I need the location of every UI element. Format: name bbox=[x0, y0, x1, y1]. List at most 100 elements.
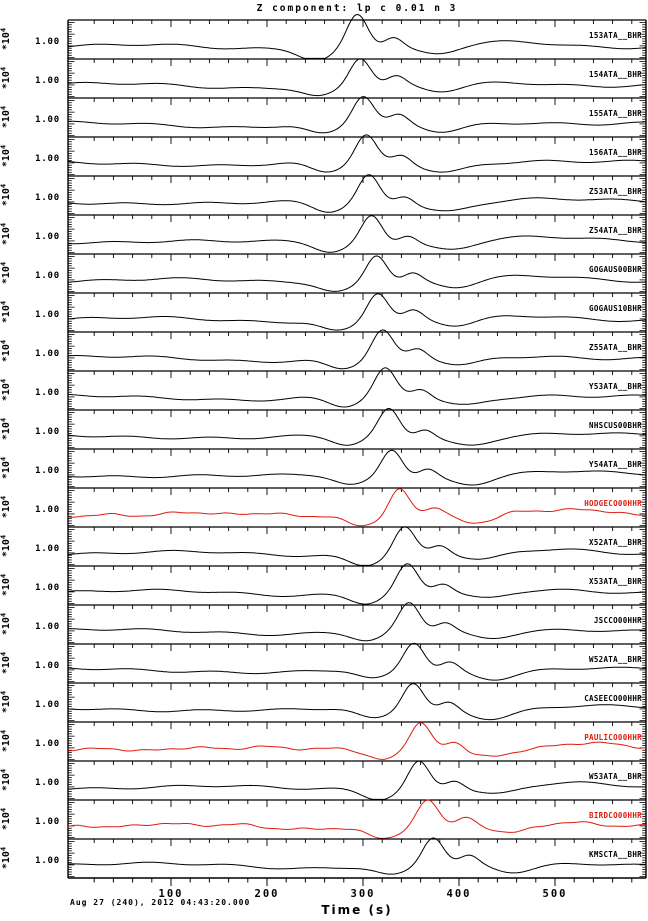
amplitude-label: 1.00 bbox=[35, 739, 60, 749]
x-axis-title: Time (s) bbox=[321, 903, 393, 917]
station-label: KMSCTA__BHR bbox=[589, 850, 642, 859]
x-tick-label: 100 bbox=[159, 888, 184, 900]
scale-mantissa: *10 bbox=[1, 851, 12, 869]
waveform-trace bbox=[67, 255, 646, 292]
trace-row: X52ATA__BHR 1.00 *104 bbox=[0, 526, 646, 566]
scale-mantissa: *10 bbox=[1, 773, 12, 791]
amplitude-label: 1.00 bbox=[35, 37, 60, 47]
scale-label: *104 bbox=[0, 808, 12, 830]
waveform-trace bbox=[67, 799, 646, 839]
scale-exponent: 4 bbox=[0, 691, 8, 695]
waveform-trace bbox=[67, 642, 646, 681]
station-label: GOGAUS00BHR bbox=[589, 265, 642, 274]
amplitude-label: 1.00 bbox=[35, 388, 60, 398]
scale-label: *104 bbox=[0, 730, 12, 752]
amplitude-label: 1.00 bbox=[35, 661, 60, 671]
amplitude-label: 1.00 bbox=[35, 505, 60, 515]
station-label: Z53ATA__BHR bbox=[589, 187, 642, 196]
scale-label: *104 bbox=[0, 418, 12, 440]
station-label: NHSCUS00BHR bbox=[589, 421, 642, 430]
amplitude-label: 1.00 bbox=[35, 310, 60, 320]
scale-mantissa: *10 bbox=[1, 71, 12, 89]
scale-exponent: 4 bbox=[0, 808, 8, 812]
station-label: PAULICO00HHR bbox=[584, 733, 642, 742]
trace-row: HODGECO00HHR 1.00 *104 bbox=[0, 487, 646, 527]
scale-label: *104 bbox=[0, 184, 12, 206]
waveform-trace bbox=[67, 449, 646, 486]
amplitude-label: 1.00 bbox=[35, 622, 60, 632]
scale-exponent: 4 bbox=[0, 496, 8, 500]
waveform-trace bbox=[67, 563, 646, 605]
station-label: X52ATA__BHR bbox=[589, 538, 642, 547]
amplitude-label: 1.00 bbox=[35, 154, 60, 164]
scale-label: *104 bbox=[0, 340, 12, 362]
scale-label: *104 bbox=[0, 652, 12, 674]
waveform-trace bbox=[67, 293, 646, 331]
scale-exponent: 4 bbox=[0, 340, 8, 344]
scale-label: *104 bbox=[0, 145, 12, 167]
reference-time-label: Aug 27 (240), 2012 04:43:20.000 bbox=[70, 898, 251, 907]
waveform-trace bbox=[68, 602, 646, 642]
scale-exponent: 4 bbox=[0, 28, 8, 32]
scale-label: *104 bbox=[0, 769, 12, 791]
scale-label: *104 bbox=[0, 28, 12, 50]
scale-exponent: 4 bbox=[0, 145, 8, 149]
scale-exponent: 4 bbox=[0, 769, 8, 773]
scale-label: *104 bbox=[0, 613, 12, 635]
x-tick-label: 200 bbox=[255, 888, 280, 900]
scale-mantissa: *10 bbox=[1, 227, 12, 245]
scale-mantissa: *10 bbox=[1, 656, 12, 674]
scale-label: *104 bbox=[0, 379, 12, 401]
scale-label: *104 bbox=[0, 262, 12, 284]
trace-row: BIRDCO00HHR 1.00 *104 bbox=[0, 799, 646, 839]
waveform-trace bbox=[67, 722, 646, 760]
amplitude-label: 1.00 bbox=[35, 700, 60, 710]
station-label: W52ATA__BHR bbox=[589, 655, 642, 664]
scale-label: *104 bbox=[0, 574, 12, 596]
scale-exponent: 4 bbox=[0, 730, 8, 734]
waveform-trace bbox=[68, 96, 646, 134]
scale-label: *104 bbox=[0, 691, 12, 713]
amplitude-label: 1.00 bbox=[35, 232, 60, 242]
x-tick-label: 300 bbox=[351, 888, 376, 900]
trace-row: KMSCTA__BHR 1.00 *104 bbox=[0, 837, 646, 878]
scale-mantissa: *10 bbox=[1, 461, 12, 479]
scale-mantissa: *10 bbox=[1, 500, 12, 518]
amplitude-label: 1.00 bbox=[35, 817, 60, 827]
scale-exponent: 4 bbox=[0, 67, 8, 71]
trace-row: JSCCO00HHR 1.00 *104 bbox=[0, 602, 646, 644]
trace-row: 156ATA__BHR 1.00 *104 bbox=[0, 134, 646, 176]
station-label: W53ATA__BHR bbox=[589, 772, 642, 781]
station-label: 156ATA__BHR bbox=[589, 148, 642, 157]
scale-exponent: 4 bbox=[0, 301, 8, 305]
trace-row: W53ATA__BHR 1.00 *104 bbox=[0, 760, 646, 800]
amplitude-label: 1.00 bbox=[35, 466, 60, 476]
amplitude-label: 1.00 bbox=[35, 778, 60, 788]
amplitude-label: 1.00 bbox=[35, 427, 60, 437]
scale-mantissa: *10 bbox=[1, 32, 12, 50]
scale-mantissa: *10 bbox=[1, 812, 12, 830]
amplitude-label: 1.00 bbox=[35, 193, 60, 203]
scale-label: *104 bbox=[0, 223, 12, 245]
scale-mantissa: *10 bbox=[1, 383, 12, 401]
scale-mantissa: *10 bbox=[1, 695, 12, 713]
station-label: 153ATA__BHR bbox=[589, 31, 642, 40]
waveform-trace bbox=[67, 329, 646, 370]
waveform-trace bbox=[67, 683, 646, 721]
waveform-trace bbox=[67, 367, 646, 408]
amplitude-label: 1.00 bbox=[35, 76, 60, 86]
scale-mantissa: *10 bbox=[1, 305, 12, 323]
scale-label: *104 bbox=[0, 535, 12, 557]
station-label: GOGAUS10BHR bbox=[589, 304, 642, 313]
waveform-trace bbox=[67, 408, 646, 446]
trace-row: GOGAUS00BHR 1.00 *104 bbox=[0, 253, 646, 293]
station-label: Z54ATA__BHR bbox=[589, 226, 642, 235]
scale-exponent: 4 bbox=[0, 418, 8, 422]
trace-row: Z53ATA__BHR 1.00 *104 bbox=[0, 174, 646, 215]
waveform-trace bbox=[67, 58, 646, 97]
waveform-trace bbox=[67, 488, 646, 527]
station-label: CASEECO00HHR bbox=[584, 694, 642, 703]
scale-label: *104 bbox=[0, 457, 12, 479]
scale-exponent: 4 bbox=[0, 574, 8, 578]
